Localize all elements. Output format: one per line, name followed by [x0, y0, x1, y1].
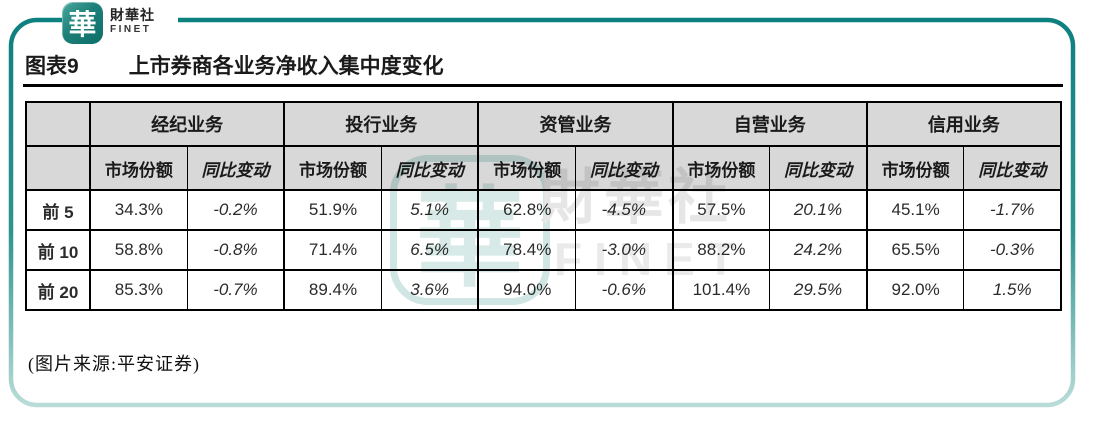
subheader-market-share: 市场份额 — [89, 145, 188, 191]
group-header-asset-management: 资管业务 — [477, 101, 674, 147]
table-row-top20: 前 20 85.3% -0.7% 89.4% 3.6% 94.0% -0.6% … — [25, 269, 1062, 311]
table-cell: -0.3% — [963, 229, 1062, 271]
corner-cell — [25, 101, 91, 147]
table-cell: 20.1% — [769, 189, 868, 231]
concentration-table: 经纪业务 投行业务 资管业务 自营业务 信用业务 市场份额 同比变动 市场份额 … — [25, 101, 1062, 311]
table-cell: 92.0% — [865, 269, 965, 311]
group-header-brokerage: 经纪业务 — [89, 101, 285, 147]
table-row-top10: 前 10 58.8% -0.8% 71.4% 6.5% 78.4% -3.0% … — [25, 229, 1062, 271]
table-cell: 58.8% — [89, 229, 188, 271]
figure-title-row: 图表9 上市券商各业务净收入集中度变化 — [25, 50, 1065, 80]
table-cell: 62.8% — [477, 189, 577, 231]
concentration-table-wrap: 经纪业务 投行业务 资管业务 自营业务 信用业务 市场份额 同比变动 市场份额 … — [25, 101, 1062, 311]
subheader-yoy-change: 同比变动 — [186, 145, 285, 191]
subheader-market-share: 市场份额 — [283, 145, 382, 191]
table-cell: 101.4% — [671, 269, 771, 311]
table-cell: 89.4% — [283, 269, 382, 311]
brand-block: 華 財華社 FINET — [62, 0, 178, 47]
title-underline — [23, 84, 1063, 87]
row-label: 前 20 — [25, 269, 91, 311]
table-cell: 5.1% — [380, 189, 479, 231]
group-header-investment-banking: 投行业务 — [283, 101, 479, 147]
table-group-header-row: 经纪业务 投行业务 资管业务 自营业务 信用业务 — [25, 101, 1062, 147]
table-cell: 24.2% — [769, 229, 868, 271]
row-label: 前 5 — [25, 189, 91, 231]
subheader-yoy-change: 同比变动 — [769, 145, 868, 191]
row-label: 前 10 — [25, 229, 91, 271]
brand-subtitle: FINET — [110, 24, 152, 35]
table-cell: -0.2% — [186, 189, 285, 231]
table-cell: 3.6% — [380, 269, 479, 311]
table-cell: -4.5% — [575, 189, 674, 231]
corner-cell — [25, 145, 91, 191]
table-cell: 1.5% — [963, 269, 1062, 311]
figure-label: 图表9 — [25, 55, 79, 78]
table-cell: -0.7% — [186, 269, 285, 311]
table-cell: 88.2% — [671, 229, 771, 271]
table-cell: 85.3% — [89, 269, 188, 311]
table-cell: -3.0% — [575, 229, 674, 271]
brand-wordmark: 財華社 FINET — [110, 8, 155, 35]
table-cell: 29.5% — [769, 269, 868, 311]
table-cell: -0.8% — [186, 229, 285, 271]
table-cell: -0.6% — [575, 269, 674, 311]
table-subheader-row: 市场份额 同比变动 市场份额 同比变动 市场份额 同比变动 市场份额 同比变动 … — [25, 145, 1062, 191]
table-cell: 65.5% — [865, 229, 965, 271]
subheader-yoy-change: 同比变动 — [963, 145, 1062, 191]
page-title: 上市券商各业务净收入集中度变化 — [128, 55, 444, 78]
table-cell: 57.5% — [671, 189, 771, 231]
subheader-yoy-change: 同比变动 — [575, 145, 674, 191]
image-source-caption: (图片来源:平安证券) — [28, 354, 200, 374]
subheader-market-share: 市场份额 — [671, 145, 771, 191]
table-cell: -1.7% — [963, 189, 1062, 231]
table-cell: 45.1% — [865, 189, 965, 231]
subheader-market-share: 市场份额 — [477, 145, 577, 191]
table-cell: 71.4% — [283, 229, 382, 271]
table-cell: 6.5% — [380, 229, 479, 271]
finet-logo-icon: 華 — [62, 2, 103, 44]
table-cell: 94.0% — [477, 269, 577, 311]
subheader-market-share: 市场份额 — [865, 145, 965, 191]
table-row-top5: 前 5 34.3% -0.2% 51.9% 5.1% 62.8% -4.5% 5… — [25, 189, 1062, 231]
table-cell: 51.9% — [283, 189, 382, 231]
brand-name: 財華社 — [110, 7, 155, 23]
group-header-credit: 信用业务 — [865, 101, 1062, 147]
table-cell: 78.4% — [477, 229, 577, 271]
table-cell: 34.3% — [89, 189, 188, 231]
group-header-proprietary: 自营业务 — [671, 101, 868, 147]
subheader-yoy-change: 同比变动 — [380, 145, 479, 191]
